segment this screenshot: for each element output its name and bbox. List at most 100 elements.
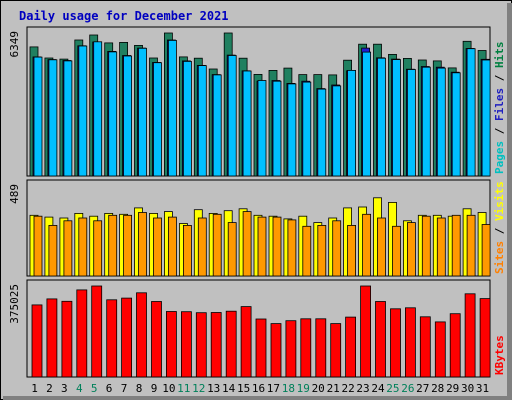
day-label-9: 9 <box>151 382 158 395</box>
bar-kbytes-kbytes-18 <box>285 320 297 378</box>
legend-visits: Visits <box>493 181 506 221</box>
panel-kbytes-max-label: 375025 <box>8 284 21 324</box>
panel-hits-max-label: 6349 <box>8 31 21 58</box>
day-label-3: 3 <box>61 382 68 395</box>
day-label-17: 17 <box>267 382 280 395</box>
day-label-16: 16 <box>252 382 265 395</box>
bar-hits-pages-23 <box>362 51 372 177</box>
day-label-13: 13 <box>207 382 220 395</box>
day-label-31: 31 <box>476 382 489 395</box>
day-label-22: 22 <box>341 382 354 395</box>
frame-shadow-bottom <box>3 396 512 400</box>
bar-hits-pages-16 <box>257 80 267 177</box>
bar-hits-pages-2 <box>48 59 58 177</box>
day-label-28: 28 <box>431 382 444 395</box>
legend-hits: Hits <box>493 42 506 69</box>
bar-visits-sites-18 <box>287 219 297 277</box>
bar-hits-pages-18 <box>287 83 297 177</box>
day-label-26: 26 <box>401 382 414 395</box>
bar-kbytes-kbytes-1 <box>31 304 43 378</box>
legend-pages: Pages <box>493 141 506 174</box>
bar-hits-pages-26 <box>406 69 416 177</box>
chart-legends: Pages / Files / Hits Sites / Visits KBytes <box>493 42 506 376</box>
day-label-29: 29 <box>446 382 459 395</box>
day-label-27: 27 <box>416 382 429 395</box>
day-label-19: 19 <box>297 382 310 395</box>
bar-kbytes-kbytes-5 <box>91 285 103 378</box>
bar-kbytes-kbytes-9 <box>151 301 162 378</box>
bar-visits-sites-24 <box>377 217 386 277</box>
day-label-7: 7 <box>121 382 128 395</box>
bar-kbytes-kbytes-11 <box>180 311 192 378</box>
legend-separator: / <box>493 221 506 241</box>
bar-visits-sites-6 <box>108 214 118 277</box>
bar-kbytes-kbytes-13 <box>210 312 222 378</box>
bar-visits-sites-22 <box>347 224 357 277</box>
day-label-10: 10 <box>162 382 175 395</box>
bar-hits-pages-11 <box>182 61 192 177</box>
bar-kbytes-kbytes-12 <box>195 312 207 378</box>
bar-kbytes-kbytes-6 <box>106 299 118 378</box>
bar-hits-pages-17 <box>272 80 282 177</box>
bar-kbytes-kbytes-23 <box>360 285 372 378</box>
panel-hits-legend: Pages / Files / Hits <box>493 42 506 175</box>
bar-visits-sites-2 <box>48 224 58 277</box>
bar-hits-pages-15 <box>242 70 252 177</box>
bar-kbytes-kbytes-14 <box>225 310 237 378</box>
bar-kbytes-kbytes-15 <box>240 306 252 378</box>
frame-shadow-right <box>507 3 512 400</box>
bar-visits-sites-12 <box>197 217 207 277</box>
bar-visits-sites-5 <box>93 220 103 277</box>
bar-kbytes-kbytes-26 <box>404 307 416 378</box>
bar-hits-pages-5 <box>93 41 103 177</box>
bar-hits-pages-9 <box>153 62 162 177</box>
bar-hits-pages-4 <box>78 45 88 177</box>
bar-hits-pages-3 <box>63 60 73 177</box>
bar-hits-pages-30 <box>466 48 476 177</box>
day-label-23: 23 <box>356 382 369 395</box>
bar-hits-pages-13 <box>212 74 222 177</box>
bar-kbytes-kbytes-25 <box>390 308 401 378</box>
bar-kbytes-kbytes-8 <box>136 292 147 378</box>
bar-hits-pages-25 <box>392 59 401 177</box>
day-label-4: 4 <box>76 382 83 395</box>
day-label-25: 25 <box>386 382 399 395</box>
bar-kbytes-kbytes-29 <box>449 313 461 378</box>
bar-visits-sites-17 <box>272 216 282 277</box>
bar-kbytes-kbytes-19 <box>300 318 312 378</box>
chart-title: Daily usage for December 2021 <box>19 9 229 23</box>
panel-kbytes-legend: KBytes <box>493 335 506 375</box>
bar-hits-pages-19 <box>302 81 312 177</box>
bar-visits-sites-27 <box>421 215 431 277</box>
day-label-21: 21 <box>327 382 340 395</box>
bar-hits-pages-27 <box>421 66 431 177</box>
bar-kbytes-kbytes-24 <box>375 301 386 378</box>
day-label-15: 15 <box>237 382 250 395</box>
bar-hits-pages-1 <box>33 56 43 177</box>
day-label-30: 30 <box>461 382 474 395</box>
legend-kbytes: KBytes <box>493 335 506 375</box>
bar-kbytes-kbytes-31 <box>479 298 491 378</box>
bar-hits-pages-21 <box>332 85 342 177</box>
bar-kbytes-kbytes-10 <box>165 311 177 378</box>
bar-kbytes-kbytes-17 <box>270 323 282 378</box>
bar-kbytes-kbytes-4 <box>76 289 88 378</box>
bar-kbytes-kbytes-7 <box>121 297 132 378</box>
bar-visits-sites-7 <box>123 214 132 277</box>
bar-visits-sites-14 <box>227 222 237 277</box>
day-label-12: 12 <box>192 382 205 395</box>
bar-visits-sites-20 <box>317 224 327 277</box>
bar-visits-sites-9 <box>153 217 162 277</box>
bar-visits-sites-3 <box>63 220 73 277</box>
bar-visits-sites-16 <box>257 216 267 277</box>
bar-visits-sites-31 <box>481 224 491 277</box>
day-label-8: 8 <box>136 382 143 395</box>
panel-visits-legend: Sites / Visits <box>493 181 506 274</box>
bar-kbytes-kbytes-28 <box>434 321 446 378</box>
bar-hits-pages-14 <box>227 55 237 177</box>
bar-visits-sites-28 <box>436 217 446 277</box>
day-axis-labels: 1 2 3 4 5 6 7 8 9 10 11 12 13 14 15 16 17 18 19 20 21 22 23 24 2… <box>31 382 489 395</box>
bar-visits-sites-30 <box>466 214 476 277</box>
bar-visits-sites-19 <box>302 225 312 277</box>
